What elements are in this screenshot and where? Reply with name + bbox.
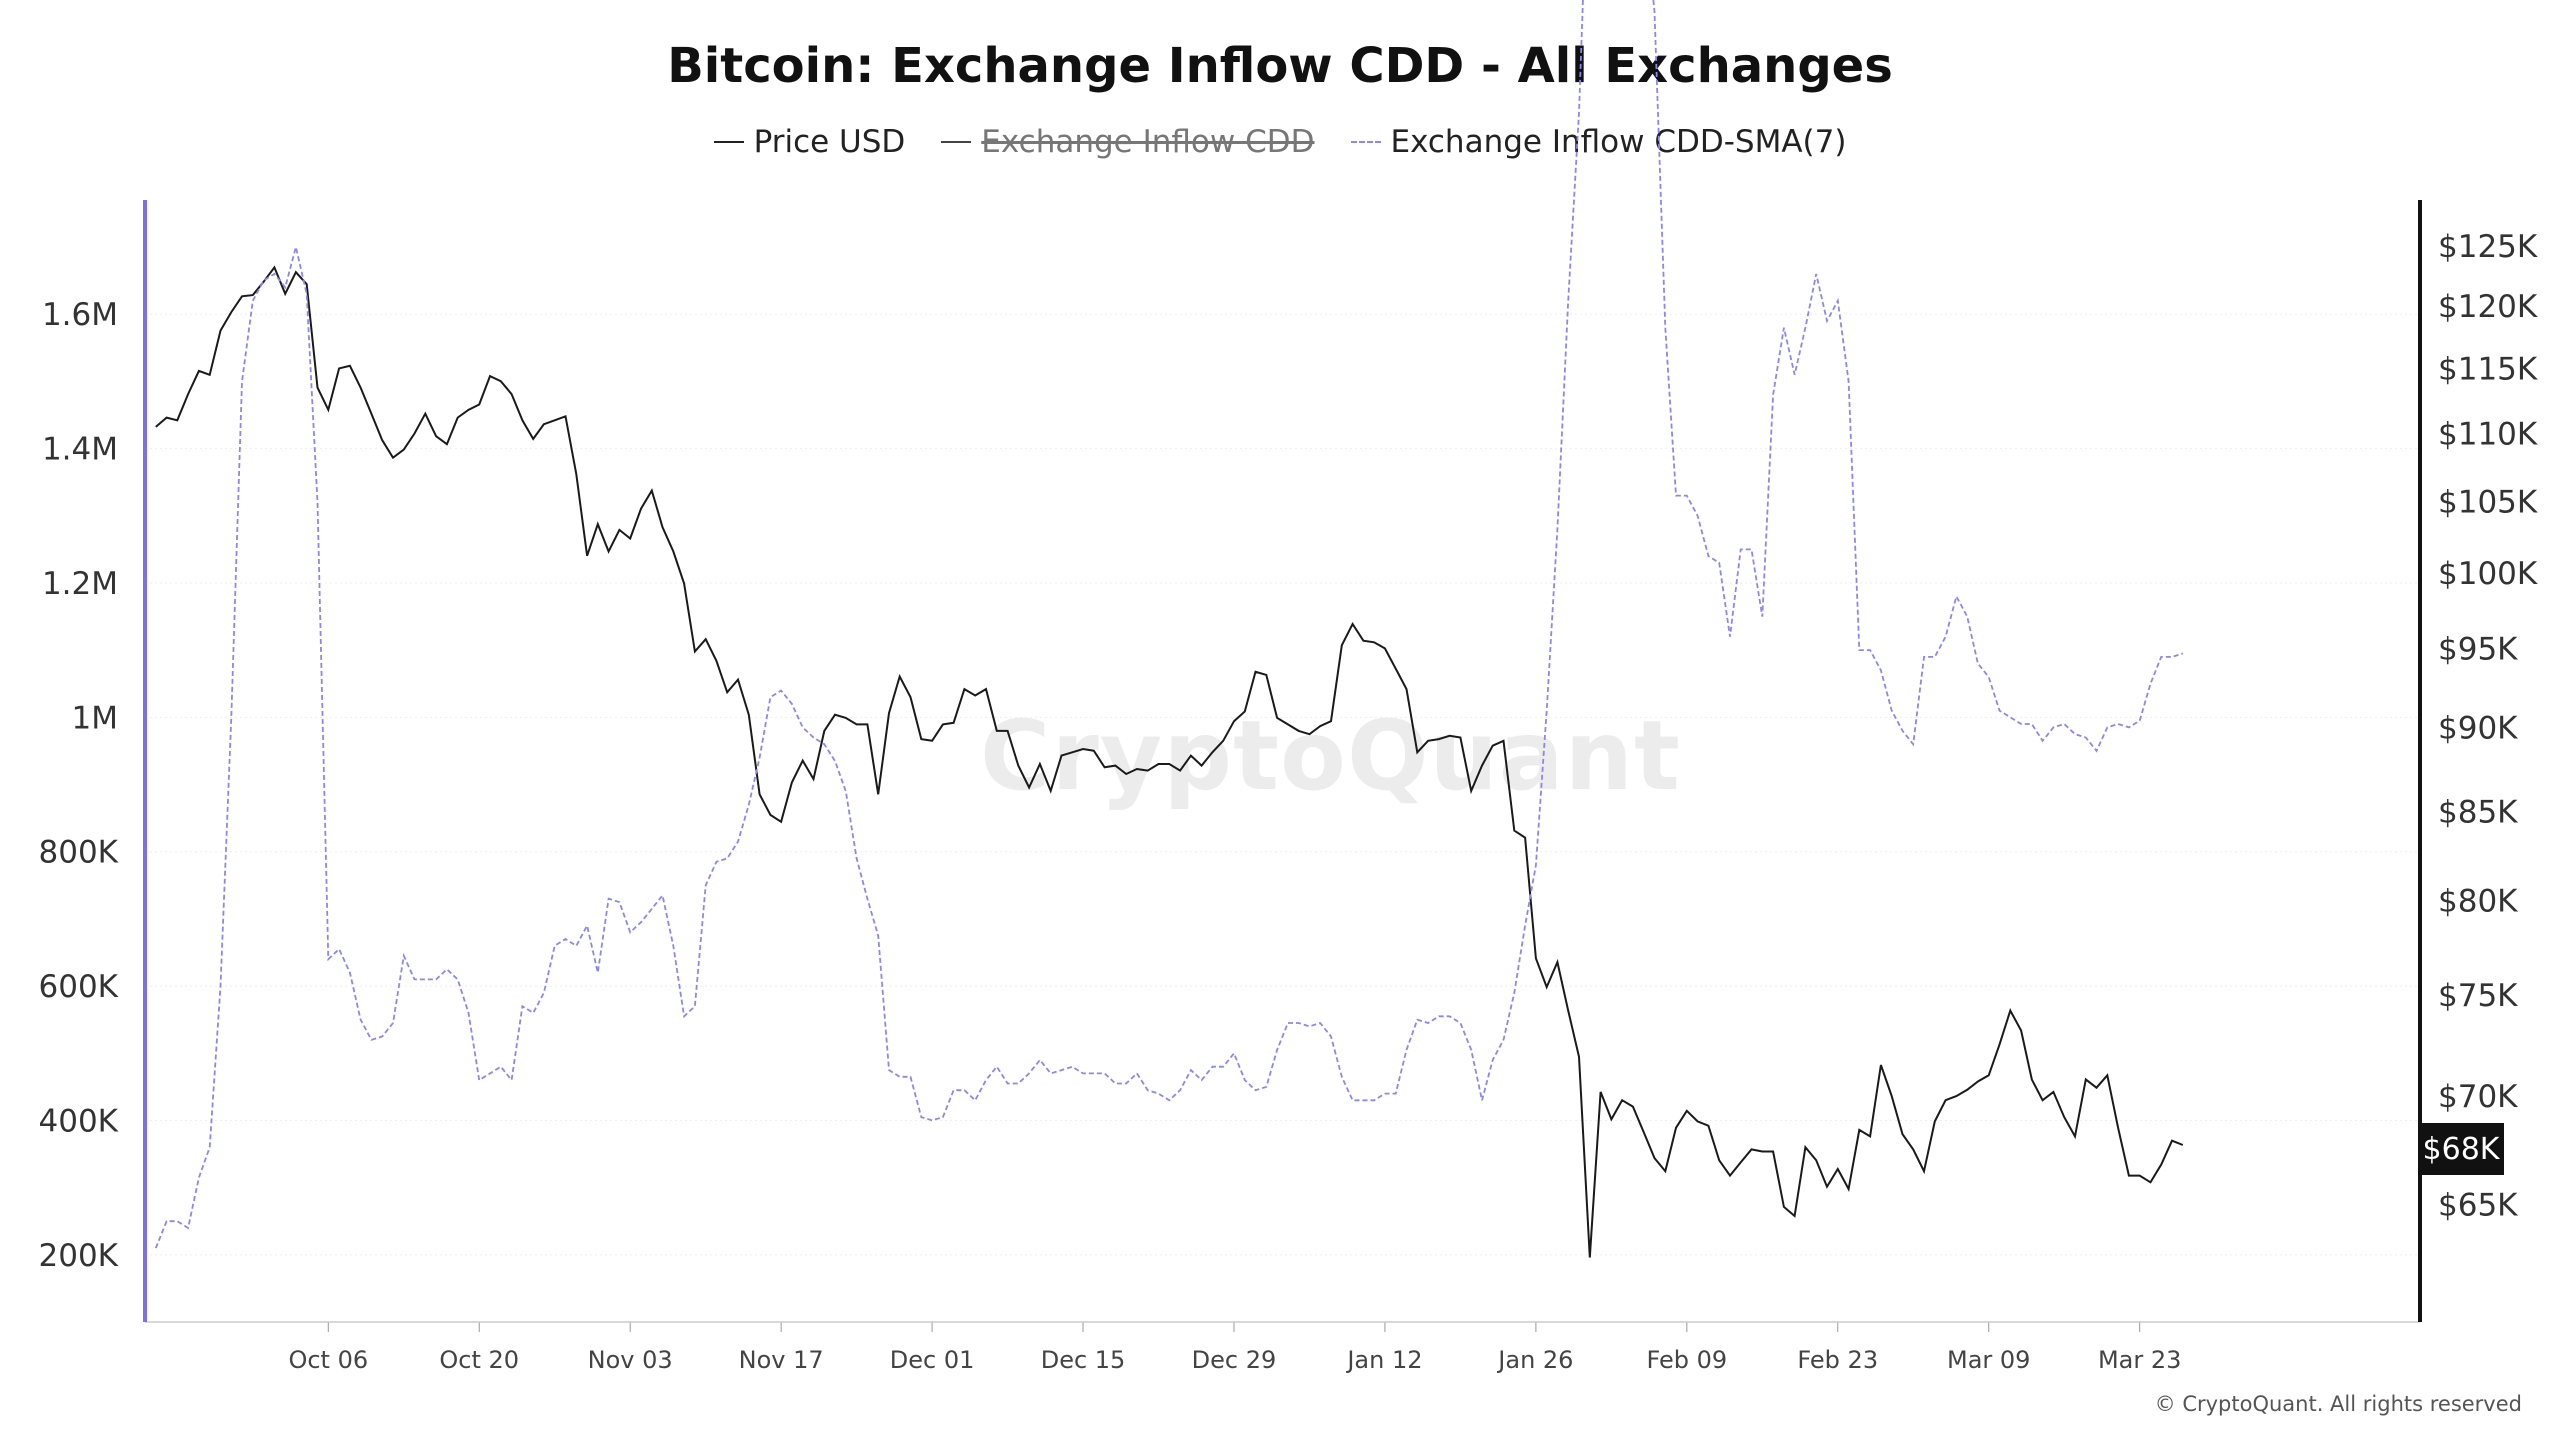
y-right-tick-label: $120K <box>2438 289 2538 325</box>
y-right-tick-label: $115K <box>2438 351 2538 387</box>
legend-swatch-sma <box>1350 141 1381 143</box>
y-right-tick-label: $95K <box>2438 631 2518 667</box>
x-tick-label: Dec 01 <box>890 1346 975 1374</box>
legend-swatch-cdd <box>941 141 972 143</box>
x-tick-label: Mar 09 <box>1947 1346 2030 1374</box>
x-tick-label: Feb 09 <box>1646 1346 1727 1374</box>
chart-title: Bitcoin: Exchange Inflow CDD - All Excha… <box>667 38 1893 94</box>
x-tick-label: Dec 29 <box>1192 1346 1277 1374</box>
x-tick-label: Jan 12 <box>1345 1346 1422 1374</box>
y-left-tick-label: 400K <box>39 1103 119 1139</box>
legend-swatch-price <box>713 141 744 143</box>
last-price-badge: $68K <box>2418 1123 2504 1175</box>
y-right-tick-label: $100K <box>2438 556 2538 592</box>
y-right-tick-label: $90K <box>2438 711 2518 747</box>
y-right-tick-label: $65K <box>2438 1188 2518 1224</box>
y-left-tick-label: 800K <box>39 835 119 871</box>
legend-item-price[interactable]: Price USD <box>713 124 906 160</box>
y-right-tick-label: $125K <box>2438 229 2538 265</box>
legend-label-sma: Exchange Inflow CDD-SMA(7) <box>1390 124 1847 160</box>
chart-legend: Price USD Exchange Inflow CDD Exchange I… <box>0 124 2560 160</box>
y-right-tick-label: $75K <box>2438 978 2518 1014</box>
y-right-tick-label: $85K <box>2438 794 2518 830</box>
y-left-tick-label: 1M <box>72 700 118 736</box>
x-tick-label: Oct 20 <box>439 1346 519 1374</box>
copyright-notice: © CryptoQuant. All rights reserved <box>2154 1392 2522 1416</box>
y-left-tick-label: 1.4M <box>42 432 118 468</box>
y-left-tick-label: 1.6M <box>42 297 118 333</box>
series-line-price <box>155 265 2184 1258</box>
y-right-tick-label: $70K <box>2438 1079 2518 1115</box>
legend-item-cdd[interactable]: Exchange Inflow CDD <box>941 124 1315 160</box>
legend-label-cdd: Exchange Inflow CDD <box>981 124 1315 160</box>
y-right-tick-label: $80K <box>2438 883 2518 919</box>
y-right-tick-label: $110K <box>2438 417 2538 453</box>
legend-label-price: Price USD <box>753 124 906 160</box>
y-right-tick-label: $105K <box>2438 485 2538 521</box>
x-tick-label: Mar 23 <box>2098 1346 2181 1374</box>
legend-item-sma[interactable]: Exchange Inflow CDD-SMA(7) <box>1350 124 1847 160</box>
x-tick-label: Nov 17 <box>739 1346 824 1374</box>
y-left-tick-label: 200K <box>39 1238 119 1274</box>
x-tick-label: Dec 15 <box>1041 1346 1126 1374</box>
y-left-tick-label: 1.2M <box>42 566 118 602</box>
x-tick-label: Oct 06 <box>288 1346 368 1374</box>
x-tick-label: Jan 26 <box>1496 1346 1573 1374</box>
series-line-cdd-sma7 <box>154 0 2184 1249</box>
x-tick-label: Feb 23 <box>1797 1346 1878 1374</box>
y-left-tick-label: 600K <box>39 969 119 1005</box>
x-tick-label: Nov 03 <box>588 1346 673 1374</box>
